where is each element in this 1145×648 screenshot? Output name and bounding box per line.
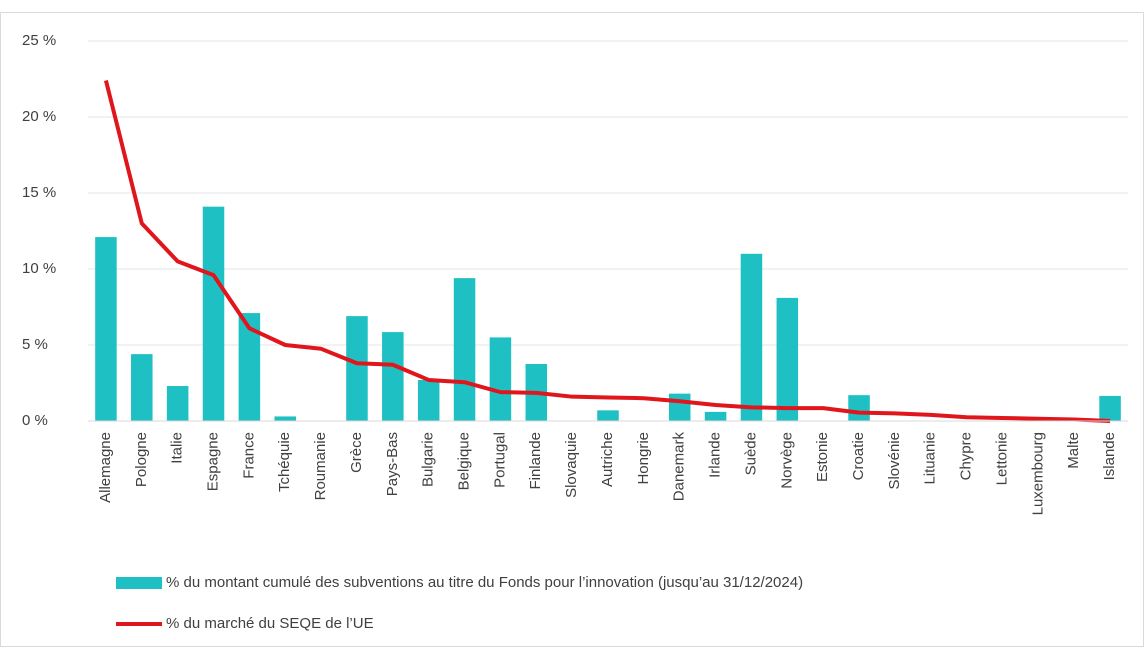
- x-tick-label: Irlande: [707, 432, 724, 478]
- x-tick-label: Espagne: [204, 432, 221, 491]
- bar: [740, 253, 763, 421]
- y-tick-label: 15 %: [22, 184, 56, 201]
- bar: [1099, 395, 1121, 421]
- x-tick-label: Italie: [169, 432, 186, 464]
- x-tick-label: Suède: [742, 432, 759, 475]
- x-tick-label: Slovaquie: [563, 432, 580, 498]
- x-tick-label: Tchéquie: [276, 432, 293, 492]
- x-tick-label: Slovénie: [886, 432, 903, 490]
- x-tick-label: Lituanie: [922, 432, 939, 485]
- bar: [382, 332, 404, 421]
- y-tick-label: 10 %: [22, 260, 56, 277]
- bar: [238, 313, 261, 421]
- x-tick-label: Belgique: [456, 432, 473, 490]
- x-tick-label: Roumanie: [312, 432, 329, 500]
- bar: [776, 297, 799, 421]
- x-tick-label: Hongrie: [635, 432, 652, 485]
- bar: [95, 237, 117, 421]
- y-tick-label: 25 %: [22, 32, 56, 49]
- y-tick-label: 20 %: [22, 108, 56, 125]
- legend-swatch: [116, 577, 162, 589]
- bar: [668, 393, 691, 421]
- x-tick-label: France: [240, 432, 257, 479]
- x-tick-label: Grèce: [348, 432, 365, 473]
- bar: [131, 354, 153, 421]
- legend-label: % du marché du SEQE de l’UE: [166, 615, 374, 632]
- bar: [166, 386, 189, 421]
- x-tick-label: Luxembourg: [1029, 432, 1046, 515]
- bar: [417, 379, 440, 421]
- x-tick-label: Estonie: [814, 432, 831, 482]
- x-tick-label: Croatie: [850, 432, 867, 480]
- x-tick-label: Danemark: [671, 432, 688, 502]
- bar: [346, 316, 368, 421]
- line: [103, 80, 1111, 423]
- x-tick-label: Malte: [1065, 432, 1082, 469]
- x-tick-label: Bulgarie: [420, 432, 437, 487]
- y-tick-label: 0 %: [22, 412, 48, 429]
- x-tick-label: Allemagne: [97, 432, 114, 503]
- x-tick-label: Pologne: [133, 432, 150, 487]
- x-tick-label: Islande: [1101, 432, 1118, 480]
- x-tick-label: Lettonie: [993, 432, 1010, 485]
- bar: [453, 278, 476, 421]
- x-tick-label: Pays-Bas: [384, 432, 401, 496]
- y-tick-label: 5 %: [22, 336, 48, 353]
- bar: [274, 416, 296, 421]
- bar: [704, 411, 727, 421]
- bar: [848, 395, 870, 421]
- x-tick-label: Autriche: [599, 432, 616, 487]
- bar: [202, 206, 225, 421]
- x-tick-label: Finlande: [527, 432, 544, 490]
- x-tick-label: Norvège: [778, 432, 795, 489]
- x-tick-label: Portugal: [491, 432, 508, 488]
- bar: [489, 337, 512, 421]
- chart-border: [0, 12, 1144, 647]
- legend-label: % du montant cumulé des subventions au t…: [166, 574, 803, 591]
- bar: [597, 410, 619, 421]
- x-tick-label: Chypre: [958, 432, 975, 480]
